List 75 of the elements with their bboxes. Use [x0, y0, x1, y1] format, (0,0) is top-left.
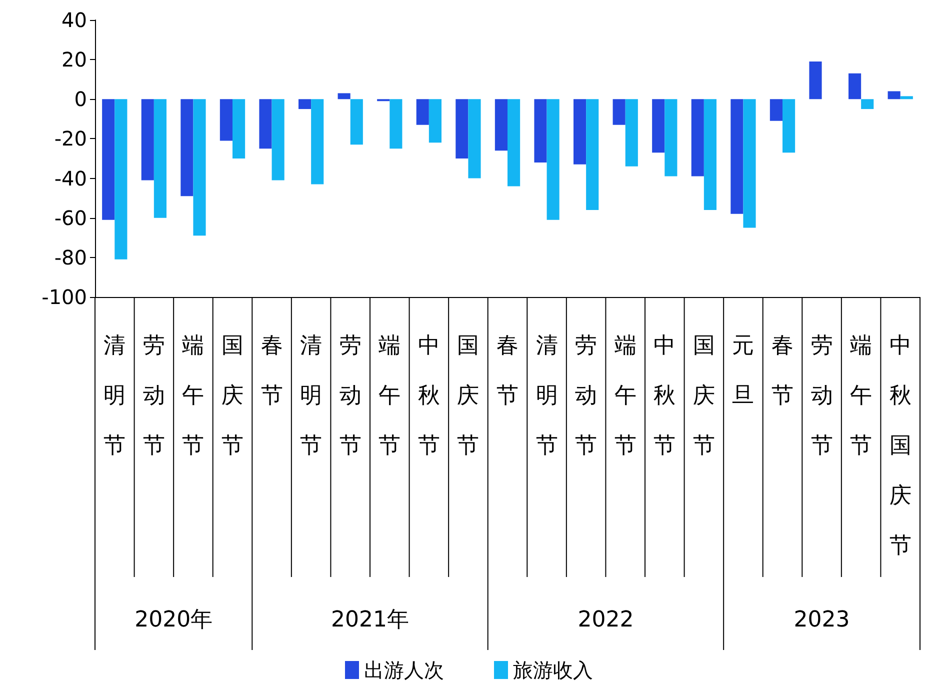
bar: [730, 99, 744, 214]
bar: [574, 99, 586, 164]
x-tick-label: 劳动节: [810, 334, 833, 458]
bar: [809, 62, 822, 100]
bar: [691, 99, 704, 176]
bar: [900, 96, 913, 100]
bar: [625, 99, 638, 166]
bar: [259, 99, 272, 149]
bar: [180, 99, 194, 196]
y-tick-label: 40: [62, 8, 87, 32]
bar: [494, 99, 508, 151]
x-tick-label: 国庆节: [692, 334, 715, 458]
text: 2022: [578, 608, 634, 632]
bar: [232, 99, 246, 158]
x-tick-label: 清明节: [536, 334, 558, 458]
bar: [272, 99, 284, 180]
x-tick-label: 劳动节: [339, 334, 362, 458]
x-tick-label: 端午节: [614, 334, 636, 458]
bar: [586, 99, 599, 210]
legend-label: 旅游收入: [513, 658, 593, 682]
bar: [612, 99, 626, 125]
x-tick-label: 端午节: [850, 334, 872, 458]
bar: [743, 99, 756, 228]
bar: [141, 99, 154, 180]
bar: [468, 99, 481, 178]
bar: [652, 99, 665, 153]
y-tick-label: 0: [74, 87, 87, 112]
bar: [704, 99, 716, 210]
x-tick-label: 端午节: [182, 334, 204, 458]
x-tick-label: 清明节: [300, 334, 322, 458]
legend-label: 出游人次: [364, 658, 444, 682]
bar: [390, 99, 402, 149]
y-tick-label: -80: [54, 245, 87, 270]
bar: [154, 99, 166, 218]
bar: [888, 91, 900, 100]
y-tick-label: -40: [54, 166, 87, 190]
text: 2023: [794, 608, 850, 632]
x-tick-label: 劳动节: [142, 334, 165, 458]
bar: [664, 99, 678, 176]
y-tick-label: -20: [54, 126, 87, 151]
bar: [311, 99, 324, 184]
bar: [298, 99, 312, 110]
bar: [534, 99, 547, 162]
bar: [456, 99, 468, 158]
x-tick-label: 清明节: [104, 334, 126, 458]
bar: [508, 99, 520, 186]
x-tick-label: 元旦: [732, 334, 754, 408]
bar: [546, 99, 560, 220]
bar: [114, 99, 128, 260]
x-tick-label: 中秋节: [654, 334, 676, 458]
x-tick-label: 中秋节: [418, 334, 440, 458]
x-tick-label: 春节: [260, 334, 283, 408]
x-tick-label: 国庆节: [457, 334, 480, 458]
bar: [220, 99, 232, 141]
x-tick-label: 中秋国庆节: [889, 334, 912, 558]
y-tick-label: -60: [54, 206, 87, 230]
bar: [782, 99, 796, 153]
y-tick-label: 20: [62, 48, 87, 72]
x-tick-label: 春节: [772, 334, 794, 408]
bar: [770, 99, 782, 121]
y-tick-label: -100: [42, 285, 87, 309]
bar: [861, 99, 874, 110]
bar: [193, 99, 206, 236]
x-tick-label: 春节: [496, 334, 518, 408]
bar: [350, 99, 363, 145]
x-tick-label: 国庆节: [222, 334, 244, 458]
bar: [416, 99, 429, 125]
x-tick-label: 劳动节: [575, 334, 598, 458]
bar: [848, 73, 862, 100]
bar: [102, 99, 115, 220]
x-tick-label: 端午节: [378, 334, 401, 458]
bar: [428, 99, 442, 143]
text: 2020年: [134, 608, 213, 632]
text: 2021年: [331, 608, 409, 632]
bar: [338, 93, 350, 100]
